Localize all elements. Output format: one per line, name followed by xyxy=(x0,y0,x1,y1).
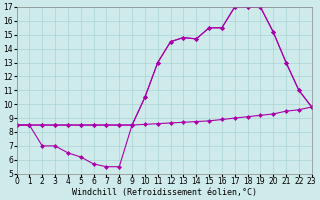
X-axis label: Windchill (Refroidissement éolien,°C): Windchill (Refroidissement éolien,°C) xyxy=(72,188,257,197)
